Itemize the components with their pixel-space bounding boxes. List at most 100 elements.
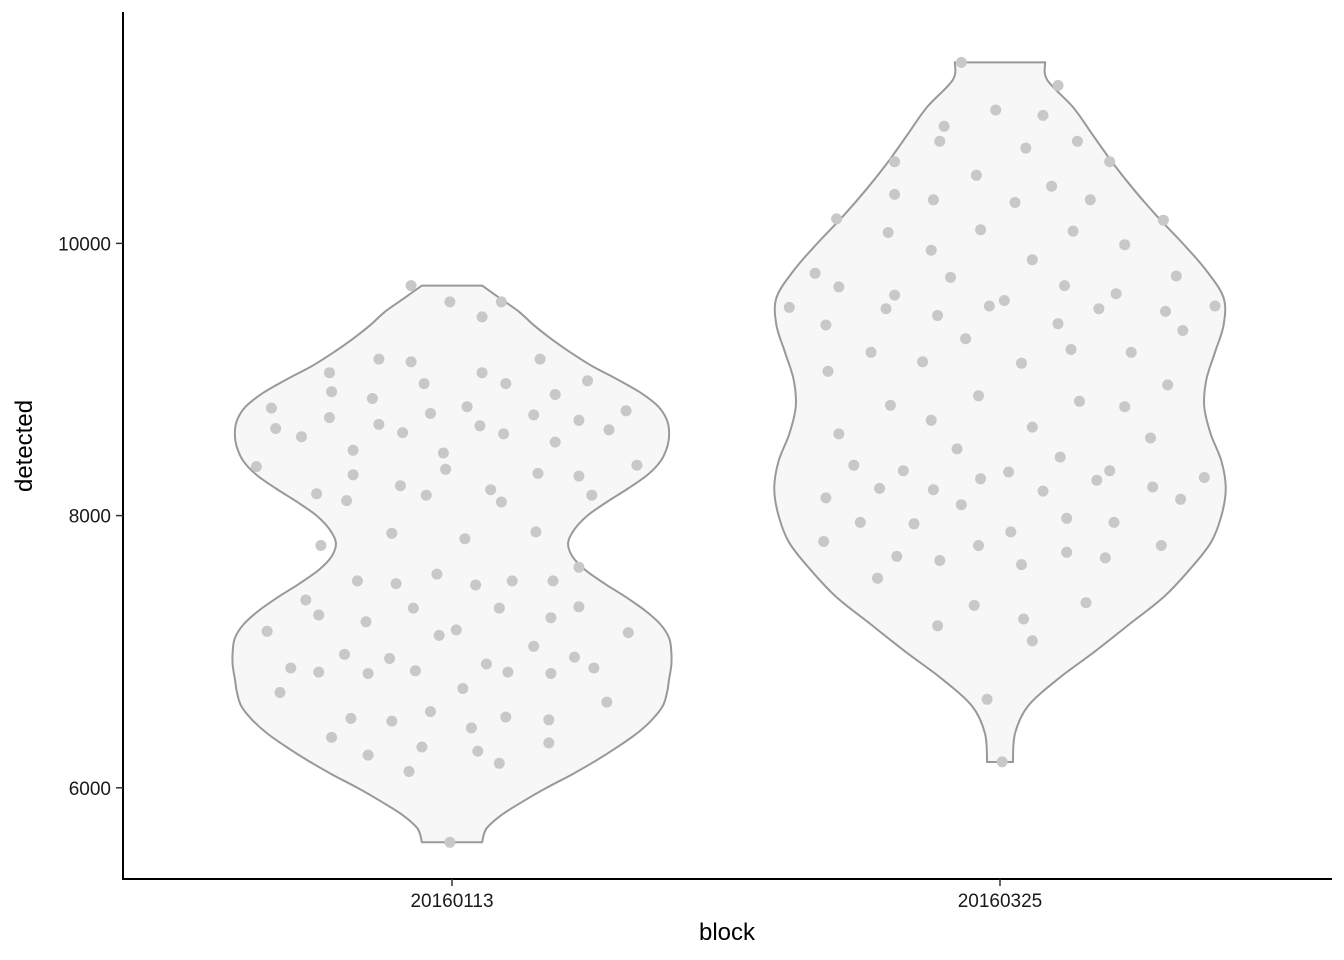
x-tick-label: 20160113 xyxy=(410,891,493,912)
data-point xyxy=(955,56,967,68)
data-point xyxy=(1119,401,1131,413)
data-point xyxy=(1009,197,1021,208)
data-point xyxy=(917,356,929,368)
data-point xyxy=(545,668,557,679)
data-point xyxy=(925,414,937,426)
data-point xyxy=(459,533,471,545)
data-point xyxy=(405,356,417,368)
data-point xyxy=(1061,546,1073,558)
data-point xyxy=(543,714,555,726)
data-point xyxy=(345,712,357,724)
data-point xyxy=(326,731,338,743)
data-point xyxy=(1046,180,1058,192)
data-point xyxy=(495,496,507,508)
data-point xyxy=(932,310,944,321)
data-point xyxy=(498,428,510,440)
data-point xyxy=(938,120,950,132)
data-point xyxy=(543,737,555,749)
data-point xyxy=(820,492,832,504)
data-point xyxy=(474,420,486,432)
data-point xyxy=(603,424,615,436)
data-point xyxy=(975,224,987,236)
data-point xyxy=(418,378,430,390)
data-point xyxy=(975,473,987,485)
data-point xyxy=(1162,379,1174,391)
data-point xyxy=(532,467,544,479)
data-point xyxy=(457,683,469,694)
data-point xyxy=(339,648,350,660)
data-point xyxy=(1071,135,1083,147)
data-point xyxy=(932,620,944,632)
data-point xyxy=(502,666,514,678)
y-tick-label: 6000 xyxy=(69,779,111,800)
data-point xyxy=(951,443,963,455)
data-point xyxy=(450,624,462,636)
data-point xyxy=(341,495,353,507)
violins-layer xyxy=(231,61,1227,844)
data-point xyxy=(882,227,894,238)
data-point xyxy=(465,722,477,734)
data-point xyxy=(407,602,419,614)
data-point xyxy=(1099,552,1111,564)
data-point xyxy=(285,662,297,674)
data-point xyxy=(573,561,585,573)
data-point xyxy=(968,599,980,611)
violin-20160113 xyxy=(231,284,673,844)
data-point xyxy=(440,463,452,475)
data-point xyxy=(1052,318,1064,330)
data-point xyxy=(573,470,585,482)
data-point xyxy=(588,662,600,674)
data-point xyxy=(403,766,415,777)
data-point xyxy=(1005,526,1017,538)
data-point xyxy=(1052,80,1064,91)
data-point xyxy=(1059,280,1070,292)
data-point xyxy=(397,427,409,439)
data-point xyxy=(1065,344,1077,355)
data-point xyxy=(420,489,432,501)
data-point xyxy=(347,469,359,481)
data-point xyxy=(622,627,634,639)
data-point xyxy=(549,389,561,400)
data-point xyxy=(261,625,273,637)
data-point xyxy=(366,393,378,404)
data-point xyxy=(1104,465,1116,477)
data-point xyxy=(493,602,505,614)
data-point xyxy=(601,696,613,708)
data-point xyxy=(425,408,436,419)
data-point xyxy=(865,346,877,358)
data-point xyxy=(493,757,505,769)
data-point xyxy=(311,488,323,500)
data-point xyxy=(500,711,512,723)
data-point xyxy=(437,447,449,459)
data-point xyxy=(315,540,327,551)
data-point xyxy=(809,267,821,279)
x-tick-label: 20160325 xyxy=(958,891,1043,912)
data-point xyxy=(945,271,956,283)
data-point xyxy=(889,156,901,168)
data-point xyxy=(925,244,937,256)
data-point xyxy=(485,484,497,496)
data-point xyxy=(1108,516,1120,528)
data-point xyxy=(822,365,834,377)
data-point xyxy=(927,194,939,206)
data-point xyxy=(270,423,282,434)
data-point xyxy=(990,104,1002,116)
data-point xyxy=(831,213,843,225)
data-point xyxy=(582,375,593,387)
data-point xyxy=(528,640,540,652)
data-point xyxy=(1177,325,1189,336)
data-point xyxy=(1125,346,1137,358)
data-point xyxy=(351,575,363,587)
data-point xyxy=(1155,540,1167,551)
data-point xyxy=(386,527,398,539)
data-point xyxy=(927,484,939,496)
data-point xyxy=(313,609,325,621)
data-point xyxy=(996,756,1008,768)
data-point xyxy=(530,526,542,538)
data-point xyxy=(500,378,512,390)
data-point xyxy=(1061,512,1073,524)
data-point xyxy=(373,353,385,365)
data-point xyxy=(1067,225,1079,237)
data-point xyxy=(884,399,896,411)
